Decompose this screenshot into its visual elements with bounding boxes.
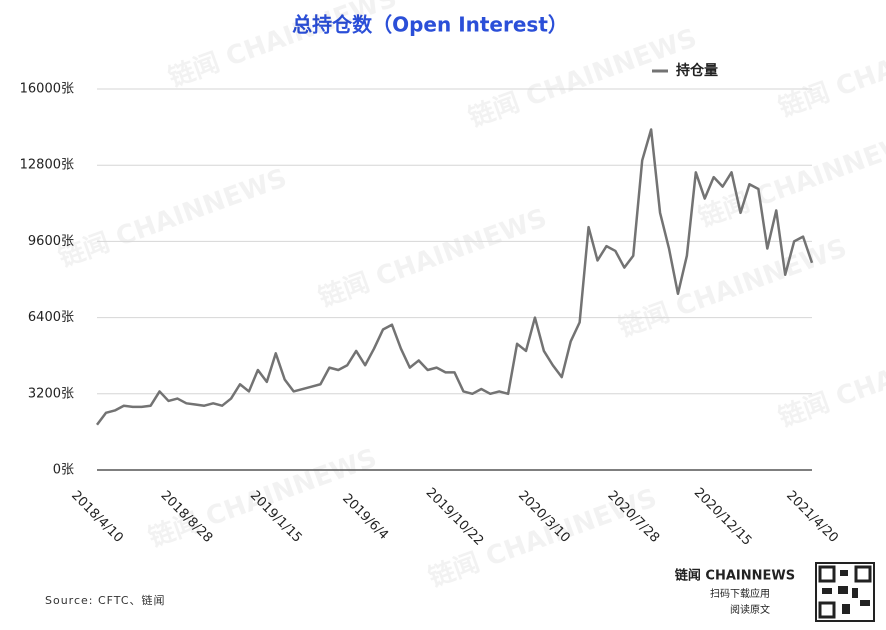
footer-line: 扫码下载应用 bbox=[710, 587, 770, 600]
legend-label: 持仓量 bbox=[676, 62, 718, 79]
y-tick-label: 0张 bbox=[53, 463, 74, 478]
watermark: 链闻 CHAINNEWS bbox=[314, 202, 550, 313]
x-tick-label: 2021/4/20 bbox=[783, 488, 841, 546]
y-tick-label: 6400张 bbox=[28, 310, 74, 325]
series-line bbox=[96, 128, 814, 426]
x-tick-label: 2020/12/15 bbox=[691, 485, 755, 549]
x-tick-label: 2019/10/22 bbox=[423, 485, 487, 549]
y-tick-label: 3200张 bbox=[28, 386, 74, 401]
watermark: 链闻 CHAINNEWS bbox=[694, 122, 886, 233]
footer-brand: 链闻 CHAINNEWS bbox=[674, 568, 795, 584]
y-tick-label: 9600张 bbox=[28, 234, 74, 249]
x-tick-label: 2018/4/10 bbox=[68, 488, 126, 546]
watermark: 链闻 CHAINNEWS bbox=[54, 162, 290, 273]
watermark: 链闻 CHAINNEWS bbox=[614, 232, 850, 343]
x-tick-label: 2019/6/4 bbox=[339, 491, 391, 543]
source: Source: CFTC、链闻 bbox=[45, 593, 166, 607]
y-tick-label: 16000张 bbox=[20, 82, 74, 97]
watermark: 链闻 CHAINNEWS bbox=[774, 322, 886, 433]
qr-code bbox=[815, 562, 875, 622]
y-tick-label: 12800张 bbox=[20, 158, 74, 173]
watermark: 链闻 CHAINNEWS bbox=[164, 0, 400, 94]
footer-line: 阅读原文 bbox=[730, 603, 770, 616]
chart-title: 总持仓数（Open Interest） bbox=[292, 13, 568, 37]
watermark: 链闻 CHAINNEWS bbox=[464, 22, 700, 133]
watermark: 链闻 CHAINNEWS bbox=[774, 12, 886, 123]
